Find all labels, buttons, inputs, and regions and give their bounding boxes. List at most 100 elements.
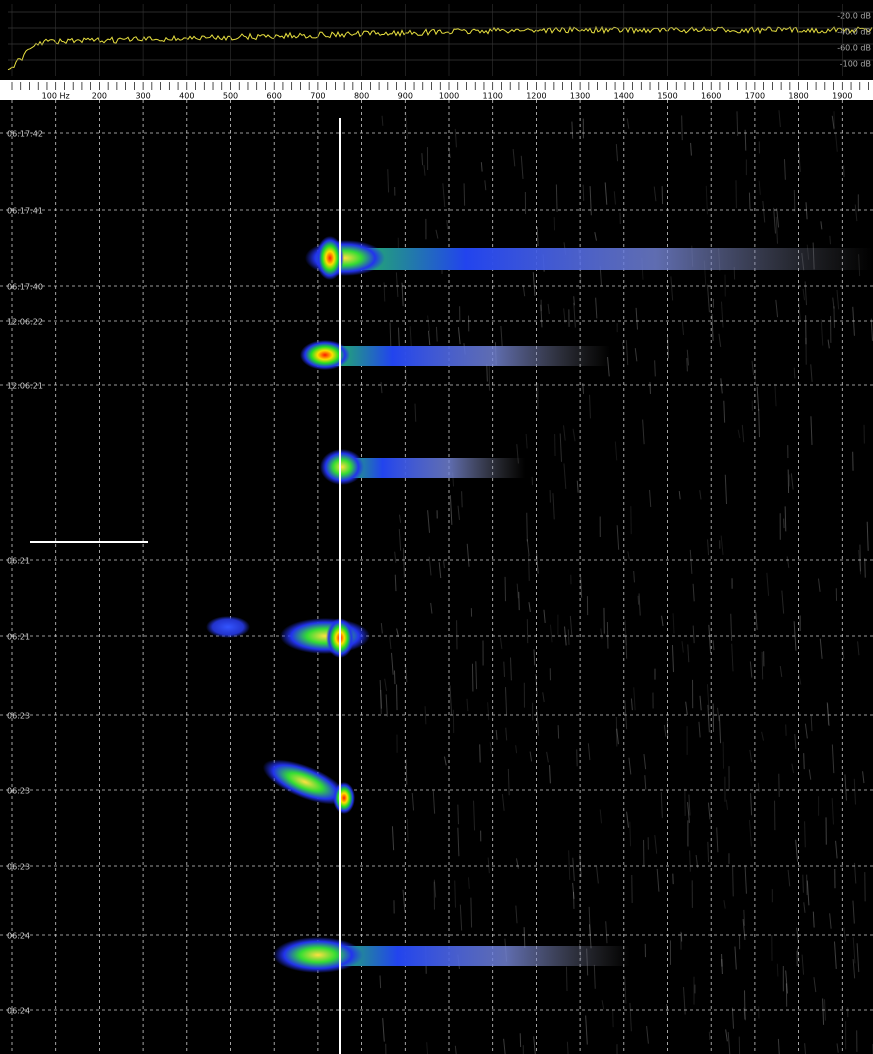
- noise-streak: [457, 827, 460, 857]
- noise-streak: [601, 1000, 605, 1010]
- noise-streak: [615, 144, 619, 162]
- noise-streak: [762, 200, 766, 223]
- noise-streak: [810, 715, 813, 732]
- noise-streak: [520, 155, 524, 179]
- signal-blob: [320, 449, 364, 485]
- noise-streak: [546, 751, 549, 763]
- noise-streak: [626, 118, 630, 129]
- noise-streak: [836, 289, 840, 310]
- noise-streak: [707, 539, 710, 556]
- noise-streak: [852, 959, 856, 979]
- noise-streak: [457, 505, 460, 521]
- noise-streak: [414, 403, 417, 422]
- noise-streak: [707, 704, 710, 733]
- noise-streak: [535, 674, 538, 697]
- noise-streak: [427, 510, 430, 533]
- noise-streak: [707, 841, 710, 863]
- noise-streak: [790, 473, 794, 490]
- noise-streak: [787, 869, 791, 887]
- noise-streak: [793, 367, 796, 379]
- time-label: 06:23: [7, 787, 30, 796]
- noise-streak: [687, 802, 690, 823]
- noise-streak: [804, 281, 807, 306]
- noise-streak: [798, 674, 802, 685]
- noise-streak: [424, 706, 427, 725]
- noise-streak: [430, 602, 433, 614]
- noise-streak: [801, 954, 805, 975]
- noise-streak: [832, 297, 835, 309]
- noise-streak: [572, 857, 575, 882]
- frequency-label: 500: [223, 92, 238, 101]
- noise-streak: [784, 506, 787, 532]
- noise-streak: [380, 623, 383, 634]
- noise-streak: [689, 850, 691, 872]
- time-label: 12:06:22: [7, 318, 43, 327]
- noise-streak: [829, 235, 832, 245]
- noise-streak: [716, 827, 719, 853]
- signal-tail: [335, 458, 525, 478]
- noise-streak: [785, 970, 788, 994]
- noise-streak: [533, 1036, 536, 1054]
- noise-streak: [678, 491, 681, 500]
- noise-streak: [812, 911, 815, 928]
- noise-streak: [690, 142, 692, 156]
- noise-streak: [627, 551, 630, 560]
- noise-streak: [500, 325, 503, 347]
- noise-streak: [446, 219, 449, 230]
- noise-streak: [515, 905, 518, 924]
- noise-streak: [663, 724, 667, 737]
- noise-streak: [398, 514, 402, 523]
- noise-streak: [835, 132, 838, 152]
- noise-streak: [857, 641, 860, 656]
- noise-streak: [681, 641, 684, 653]
- grid: [0, 100, 873, 1054]
- signals: [206, 236, 873, 973]
- frequency-label: 200: [92, 92, 107, 101]
- noise-streak: [596, 866, 599, 884]
- frequency-label: 1500: [657, 92, 677, 101]
- noise-streak: [723, 400, 726, 423]
- noise-streak: [633, 570, 635, 583]
- noise-streak: [804, 723, 808, 739]
- noise-streak: [389, 635, 392, 650]
- noise-streak: [573, 296, 575, 306]
- noise-streak: [563, 425, 566, 441]
- signal-tail: [330, 248, 873, 270]
- noise-streak: [466, 543, 470, 567]
- noise-streak: [819, 638, 823, 659]
- noise-streak: [803, 753, 805, 770]
- noise-streak: [626, 811, 629, 828]
- noise-streak: [852, 900, 855, 924]
- noise-streak: [406, 818, 409, 843]
- noise-streak: [589, 394, 591, 419]
- noise-streak: [635, 307, 638, 330]
- noise-streak: [565, 966, 568, 991]
- noise-streak: [843, 927, 847, 942]
- noise-streak: [533, 649, 536, 666]
- noise-streak: [391, 652, 394, 675]
- noise-streak: [613, 191, 616, 205]
- noise-streak: [426, 1042, 429, 1054]
- noise-streak: [572, 882, 575, 899]
- noise-streak: [718, 715, 722, 744]
- noise-streak: [748, 819, 752, 847]
- noise-streak: [515, 745, 518, 754]
- noise-streak: [642, 419, 645, 445]
- noise-streak: [599, 809, 603, 824]
- noise-streak: [817, 578, 821, 592]
- frequency-label: 1200: [526, 92, 546, 101]
- frequency-label: 1900: [832, 92, 852, 101]
- noise-streak: [559, 433, 563, 462]
- noise-streak: [730, 613, 733, 641]
- noise-streak: [523, 927, 526, 948]
- noise-streak: [467, 877, 470, 889]
- noise-streak: [526, 539, 530, 556]
- noise-streak: [402, 548, 405, 578]
- noise-streak: [644, 775, 647, 790]
- noise-streak: [856, 943, 860, 973]
- noise-streak: [755, 612, 758, 630]
- noise-streak: [758, 180, 761, 195]
- noise-streak: [572, 428, 576, 442]
- noise-streak: [580, 577, 583, 598]
- noise-streak: [783, 159, 786, 180]
